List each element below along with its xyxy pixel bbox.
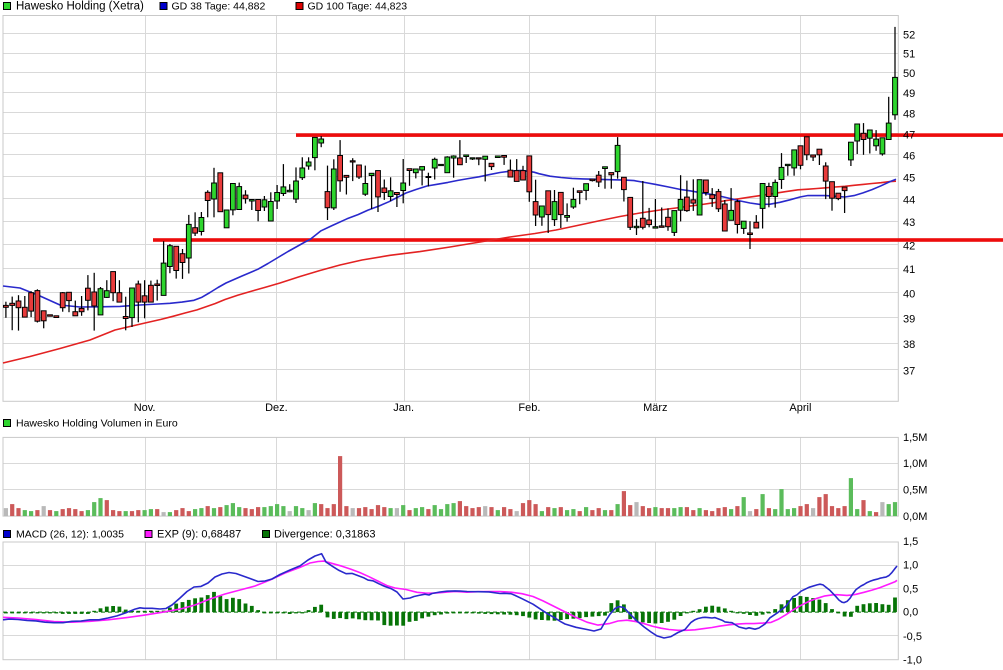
svg-text:Nov.: Nov.: [134, 402, 156, 414]
svg-text:GD 100 Tage: 44,823: GD 100 Tage: 44,823: [308, 1, 408, 13]
svg-text:EXP (9): 0,68487: EXP (9): 0,68487: [157, 529, 241, 541]
svg-text:38: 38: [903, 339, 915, 351]
svg-text:1,0M: 1,0M: [903, 458, 927, 470]
svg-text:Jan.: Jan.: [393, 402, 414, 414]
svg-text:0,0: 0,0: [903, 607, 918, 619]
svg-text:Hawesko Holding Volumen in Eur: Hawesko Holding Volumen in Euro: [16, 418, 178, 430]
svg-text:46: 46: [903, 151, 915, 163]
svg-text:50: 50: [903, 68, 915, 80]
svg-text:49: 49: [903, 88, 915, 100]
svg-text:41: 41: [903, 264, 915, 276]
svg-text:42: 42: [903, 240, 915, 252]
svg-text:44: 44: [903, 195, 915, 207]
svg-text:-0,5: -0,5: [903, 631, 922, 643]
svg-text:47: 47: [903, 129, 915, 141]
svg-text:0,5: 0,5: [903, 584, 918, 596]
svg-text:1,0: 1,0: [903, 560, 918, 572]
svg-text:Feb.: Feb.: [518, 402, 540, 414]
svg-text:52: 52: [903, 30, 915, 42]
svg-text:Dez.: Dez.: [265, 402, 288, 414]
svg-text:51: 51: [903, 49, 915, 61]
svg-text:-1,0: -1,0: [903, 655, 922, 667]
svg-text:März: März: [643, 402, 667, 414]
svg-text:40: 40: [903, 289, 915, 301]
svg-text:1,5: 1,5: [903, 536, 918, 548]
svg-text:Divergence: 0,31863: Divergence: 0,31863: [274, 529, 376, 541]
svg-text:1,5M: 1,5M: [903, 432, 927, 444]
svg-text:45: 45: [903, 172, 915, 184]
svg-text:0,0M: 0,0M: [903, 511, 927, 523]
svg-text:37: 37: [903, 366, 915, 378]
svg-text:43: 43: [903, 217, 915, 229]
svg-text:MACD (26, 12): 1,0035: MACD (26, 12): 1,0035: [16, 529, 124, 541]
svg-text:0,5M: 0,5M: [903, 485, 927, 497]
svg-text:GD 38 Tage: 44,882: GD 38 Tage: 44,882: [172, 1, 266, 13]
svg-text:Hawesko Holding (Xetra): Hawesko Holding (Xetra): [16, 1, 144, 13]
svg-text:April: April: [789, 402, 811, 414]
svg-text:39: 39: [903, 314, 915, 326]
svg-text:48: 48: [903, 109, 915, 121]
